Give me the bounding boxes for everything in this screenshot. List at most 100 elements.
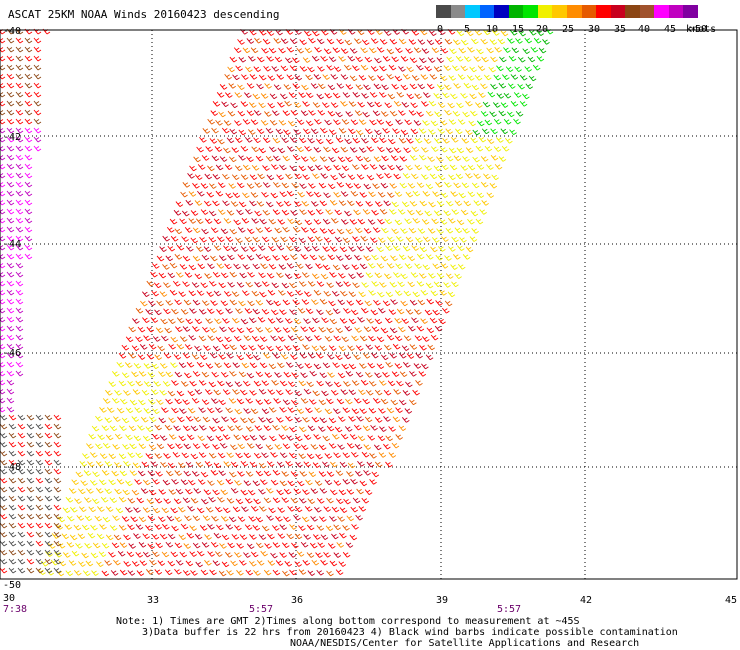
wind-barb <box>296 263 304 269</box>
wind-barb <box>26 540 35 547</box>
wind-barb <box>152 478 160 485</box>
wind-barb <box>467 218 475 225</box>
wind-barb <box>208 236 217 243</box>
wind-barb <box>474 74 483 81</box>
wind-barb <box>161 551 170 558</box>
wind-barb <box>53 477 62 484</box>
wind-barb <box>445 273 454 279</box>
lon-label-45: 45 <box>725 595 737 606</box>
wind-barb <box>8 414 17 421</box>
wind-barb <box>281 137 289 143</box>
wind-barb <box>524 37 533 44</box>
wind-barb <box>308 398 317 405</box>
wind-barb <box>8 468 17 475</box>
wind-barb <box>328 156 336 163</box>
wind-barb <box>24 226 33 233</box>
wind-barb <box>228 183 236 189</box>
wind-barb <box>171 525 179 532</box>
wind-barb <box>249 74 258 80</box>
wind-barb <box>270 451 278 458</box>
wind-barb <box>201 498 209 505</box>
wind-barb <box>388 64 397 71</box>
wind-barb <box>97 434 105 440</box>
wind-barb <box>35 567 44 574</box>
wind-barb <box>455 128 463 135</box>
wind-barb <box>324 92 333 99</box>
wind-barb <box>200 471 209 478</box>
wind-barb <box>271 525 280 531</box>
wind-barb <box>143 407 152 414</box>
wind-barb <box>360 235 368 242</box>
wind-barb <box>320 273 329 280</box>
wind-barb <box>24 55 33 62</box>
wind-barb <box>234 408 243 415</box>
wind-barb <box>250 192 259 198</box>
wind-barb <box>314 407 322 413</box>
wind-barb <box>95 415 103 422</box>
wind-barb <box>232 506 241 513</box>
wind-barb <box>218 255 227 261</box>
wind-barb <box>145 525 153 531</box>
wind-barb <box>116 361 125 368</box>
wind-barb <box>0 362 6 368</box>
wind-barb <box>237 84 245 91</box>
wind-barb <box>245 471 254 477</box>
wind-barb <box>239 534 248 540</box>
wind-barb <box>252 480 261 487</box>
wind-barb <box>261 380 270 386</box>
wind-barb <box>406 137 414 144</box>
wind-barb <box>263 425 272 431</box>
wind-barb <box>239 344 248 351</box>
wind-barb <box>290 110 299 116</box>
wind-barb <box>291 182 299 189</box>
wind-barb <box>278 119 287 126</box>
wind-barb <box>0 549 8 556</box>
wind-barb <box>322 74 330 80</box>
wind-barb <box>519 100 528 107</box>
wind-barb <box>289 136 298 143</box>
wind-barb <box>44 423 53 430</box>
wind-barb <box>283 84 292 90</box>
wind-barb <box>314 46 322 53</box>
wind-barb <box>384 344 392 351</box>
wind-barb <box>351 408 360 414</box>
wind-barb <box>216 263 225 269</box>
wind-barb <box>202 515 211 521</box>
wind-barb <box>402 245 411 252</box>
wind-barb <box>119 542 128 548</box>
wind-barb <box>98 479 107 486</box>
wind-barb <box>259 434 267 441</box>
wind-barb <box>8 423 17 430</box>
wind-barb <box>327 228 336 235</box>
wind-barb <box>418 371 427 377</box>
wind-barb <box>294 561 302 567</box>
wind-barb <box>235 237 243 244</box>
wind-barb <box>404 263 413 269</box>
wind-barb <box>272 254 280 261</box>
wind-barb <box>249 389 257 396</box>
wind-barb <box>179 551 188 558</box>
wind-barb <box>341 165 350 171</box>
wind-barb <box>57 542 66 549</box>
wind-barb <box>490 154 499 161</box>
wind-barb <box>324 479 333 486</box>
wind-barb <box>424 65 432 72</box>
wind-barb <box>473 173 481 179</box>
wind-barb <box>349 75 358 82</box>
wind-barb <box>127 524 135 530</box>
wind-barb <box>298 380 307 387</box>
wind-barb <box>280 65 289 72</box>
wind-barb <box>266 299 274 306</box>
wind-barb <box>222 507 231 514</box>
wind-barb <box>214 551 223 557</box>
wind-barb <box>167 533 176 540</box>
wind-barb <box>480 38 488 45</box>
wind-barb <box>229 271 238 278</box>
wind-barb <box>395 119 403 125</box>
wind-barb <box>58 560 67 567</box>
wind-barb <box>300 372 308 378</box>
wind-barb <box>156 443 165 450</box>
wind-barb <box>447 291 456 298</box>
wind-barb <box>333 119 341 125</box>
wind-barb <box>423 138 432 144</box>
